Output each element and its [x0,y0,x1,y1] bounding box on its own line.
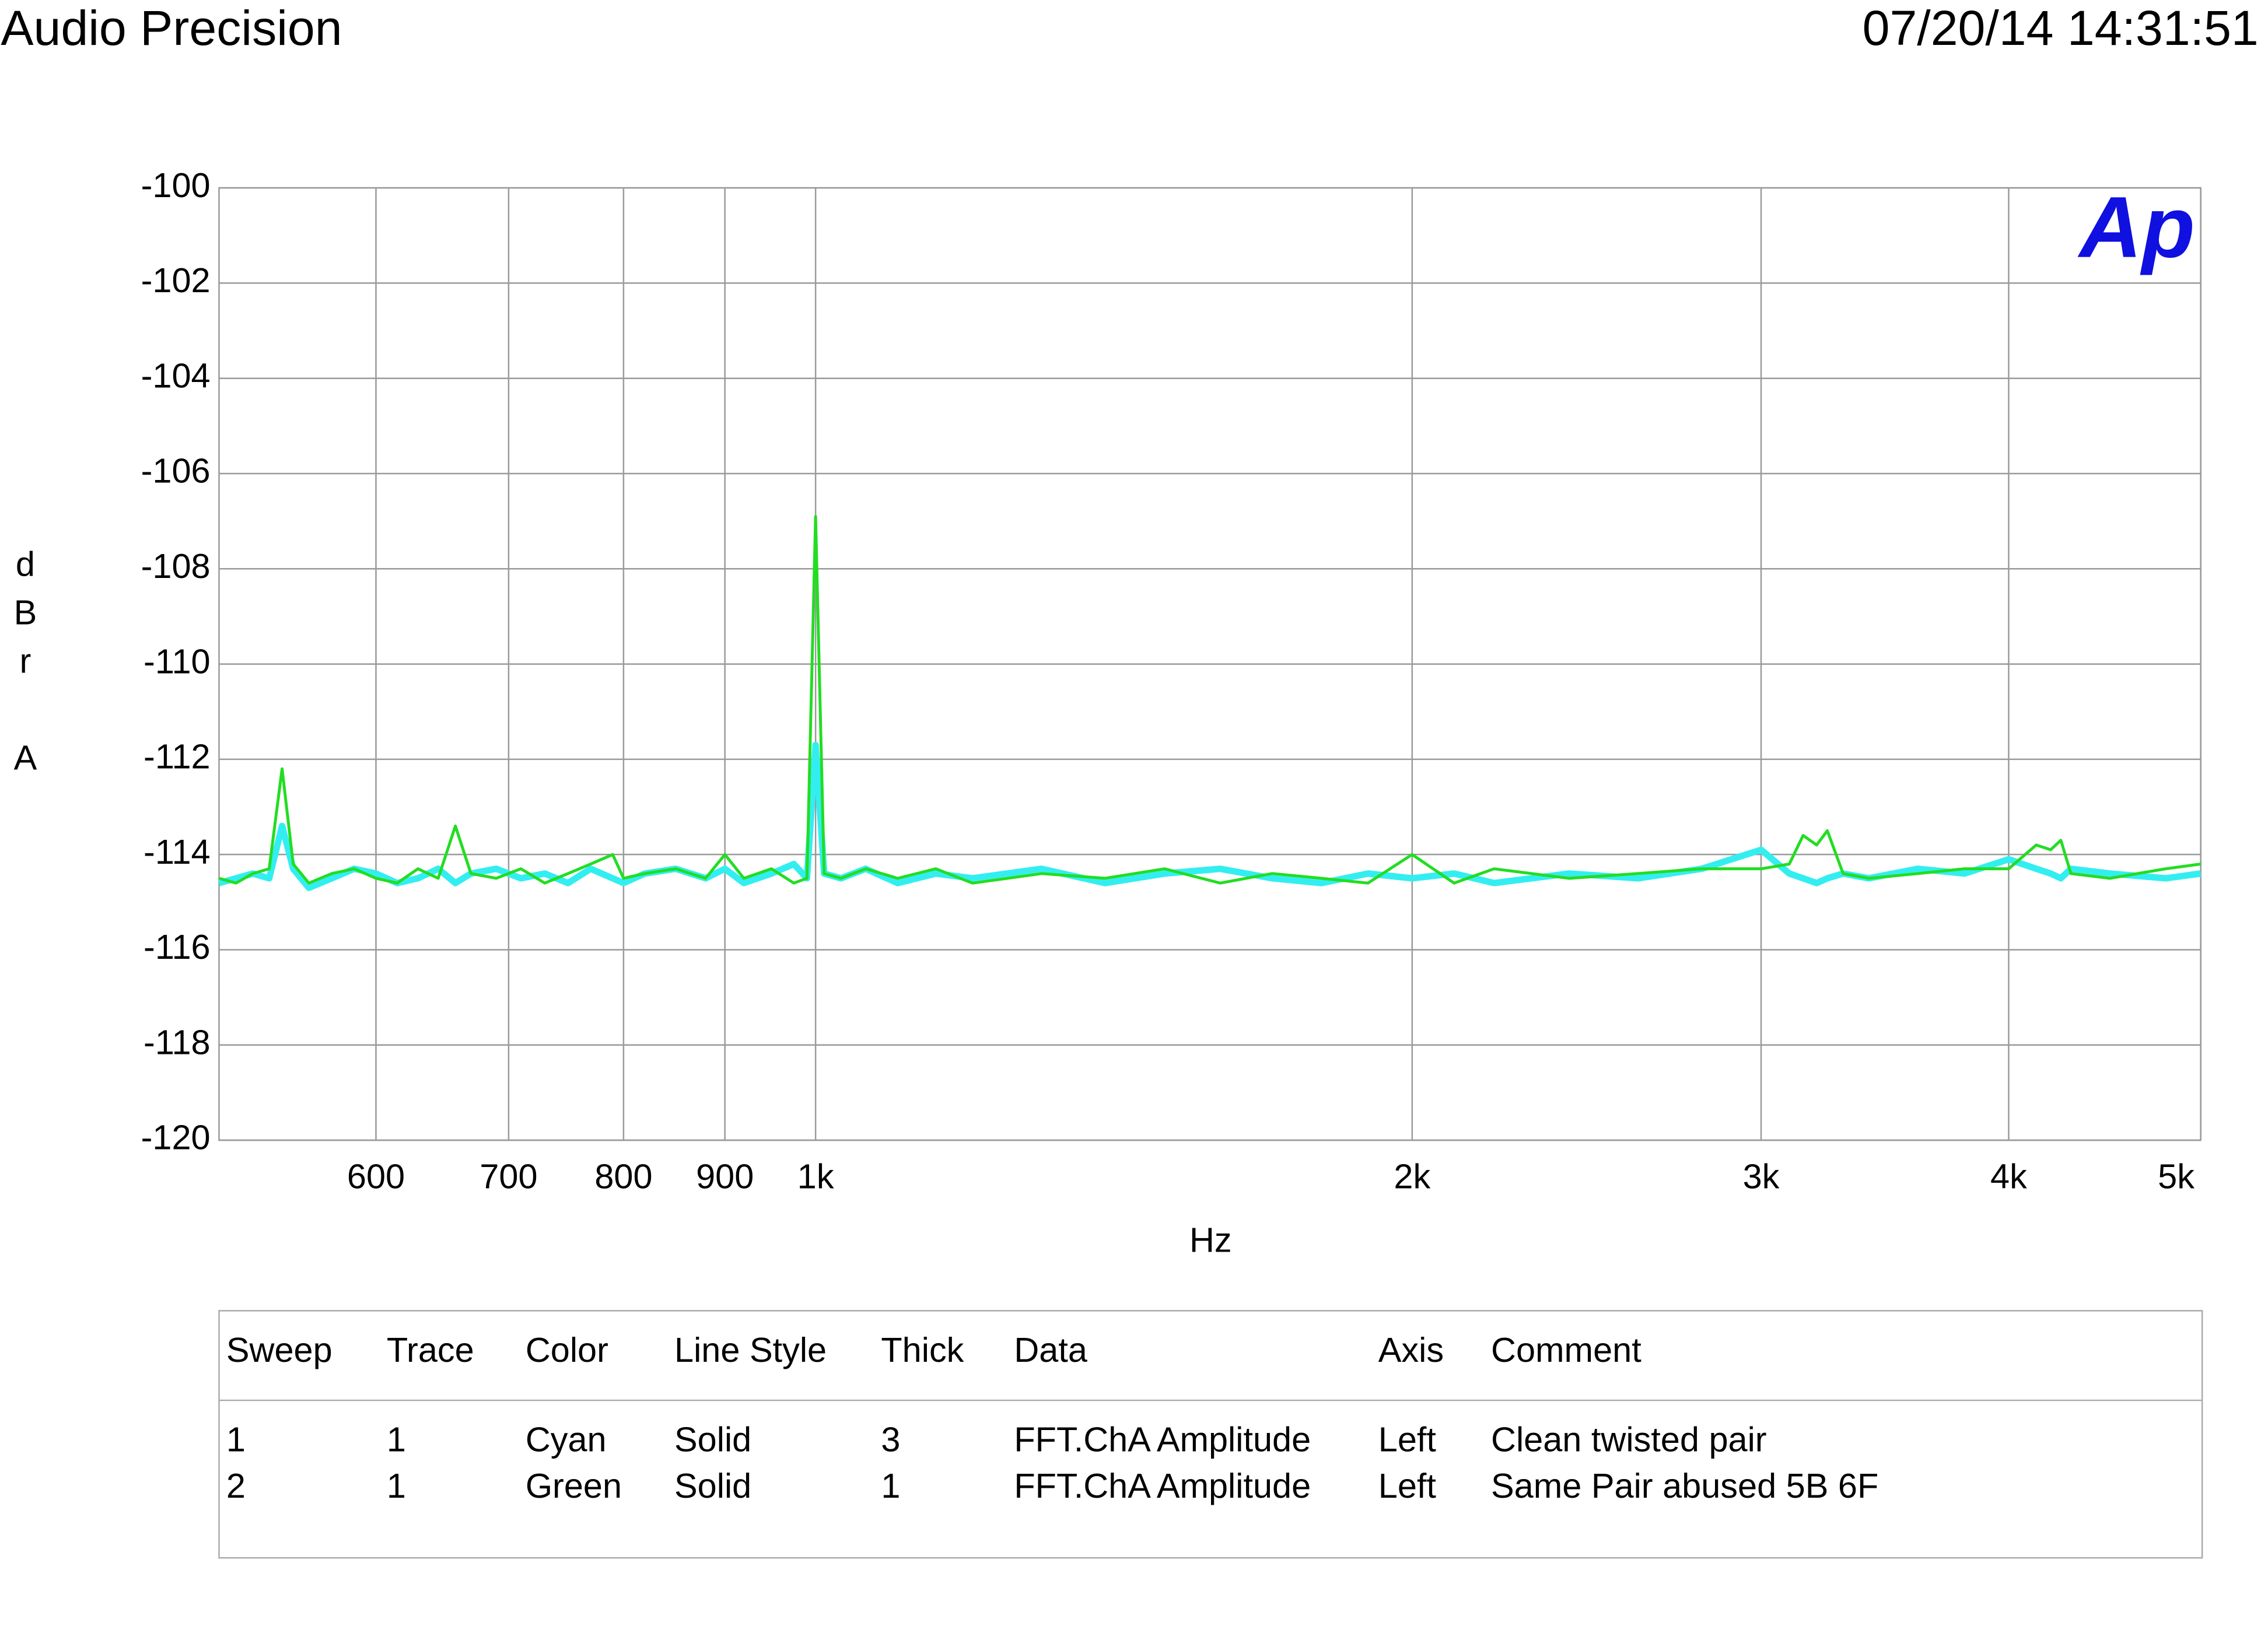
y-tick-label: -110 [144,642,211,681]
logo: Ap [2077,178,2195,276]
table-header: Data [1014,1330,1088,1369]
y-tick-label: -100 [141,166,211,205]
x-tick-label: 800 [594,1157,652,1196]
table-cell: Left [1378,1466,1437,1505]
y-tick-label: -102 [141,261,211,300]
x-tick-label: 700 [480,1157,537,1196]
x-tick-label: 900 [696,1157,754,1196]
y-tick-label: -112 [144,737,211,776]
table-header: Axis [1378,1330,1444,1369]
table-header: Trace [387,1330,474,1369]
table-cell: Clean twisted pair [1491,1420,1767,1459]
x-tick-label: 1k [797,1157,834,1196]
table-cell: Left [1378,1420,1437,1459]
x-tick-label: 5k [2158,1157,2194,1196]
table-cell: 1 [387,1420,406,1459]
table-cell: Cyan [526,1420,607,1459]
y-tick-label: -120 [141,1118,211,1157]
x-tick-label: 600 [347,1157,405,1196]
app-title: Audio Precision [1,1,342,55]
table-cell: 3 [881,1420,900,1459]
x-tick-label: 2k [1394,1157,1430,1196]
x-axis-label: Hz [1189,1221,1232,1260]
x-tick-label: 3k [1743,1157,1780,1196]
y-tick-label: -116 [144,927,211,966]
table-cell: Solid [674,1466,751,1505]
table-cell: 1 [387,1466,406,1505]
table-cell: 1 [226,1420,246,1459]
x-tick-label: 4k [1990,1157,2027,1196]
timestamp: 07/20/14 14:31:51 [1863,1,2259,55]
table-cell: FFT.ChA Amplitude [1014,1420,1311,1459]
y-tick-label: -104 [141,356,211,395]
table-cell: Solid [674,1420,751,1459]
table-cell: 1 [881,1466,900,1505]
table-cell: 2 [226,1466,246,1505]
y-tick-label: -114 [144,832,211,871]
table-cell: FFT.ChA Amplitude [1014,1466,1311,1505]
table-cell: Same Pair abused 5B 6F [1491,1466,1878,1505]
y-tick-label: -106 [141,451,211,490]
table-header: Sweep [226,1330,332,1369]
table-header: Line Style [674,1330,827,1369]
table-header: Color [526,1330,608,1369]
table-header: Comment [1491,1330,1642,1369]
table-header: Thick [881,1330,964,1369]
series-line [218,515,2202,885]
table-cell: Green [526,1466,622,1505]
y-tick-label: -118 [144,1022,211,1061]
legend-table [218,1310,2203,1559]
y-tick-label: -108 [141,546,211,586]
